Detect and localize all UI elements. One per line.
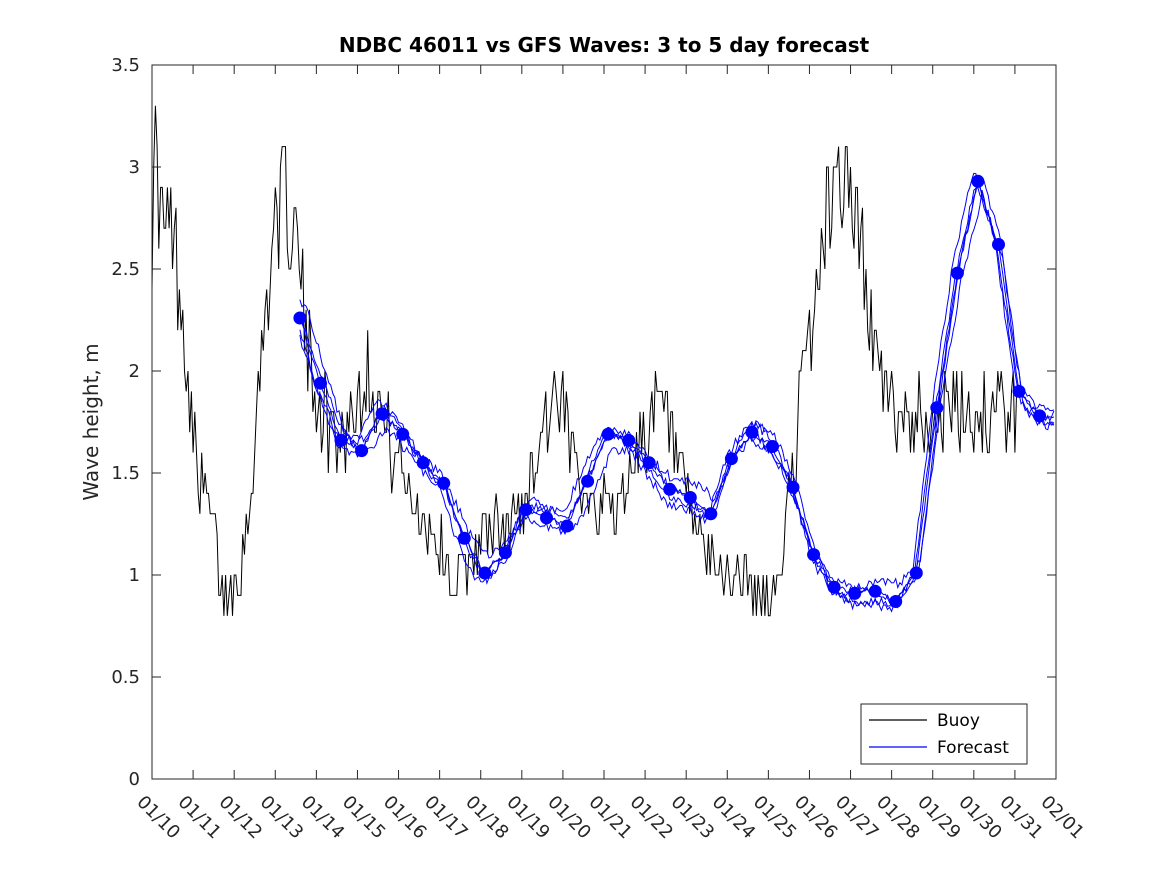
legend-buoy-label: Buoy	[937, 711, 980, 731]
legend-forecast-label: Forecast	[937, 738, 1009, 758]
forecast-marker	[950, 266, 964, 280]
forecast-marker	[375, 407, 389, 421]
forecast-marker	[807, 548, 821, 562]
forecast-marker	[1033, 409, 1047, 423]
forecast-marker	[396, 427, 410, 441]
plot-area	[152, 65, 1056, 779]
forecast-marker	[334, 433, 348, 447]
y-tick-label: 0	[129, 769, 140, 790]
forecast-marker	[314, 376, 327, 390]
y-tick-label: 0.5	[111, 667, 140, 688]
forecast-marker	[601, 427, 615, 441]
forecast-marker	[992, 238, 1005, 251]
forecast-marker	[724, 452, 738, 466]
forecast-marker	[416, 456, 430, 470]
forecast-marker	[581, 474, 595, 488]
forecast-marker	[745, 425, 759, 439]
forecast-marker	[663, 482, 677, 496]
buoy-series	[151, 105, 1018, 617]
forecast-marker	[683, 491, 697, 504]
forecast-marker	[355, 444, 369, 458]
forecast-marker	[622, 433, 636, 447]
forecast-series	[293, 172, 1055, 613]
forecast-marker	[519, 503, 533, 517]
y-tick-label: 2.5	[111, 259, 140, 280]
forecast-marker	[930, 401, 944, 415]
forecast-marker	[293, 311, 307, 325]
forecast-marker	[704, 507, 718, 521]
forecast-marker	[437, 476, 451, 490]
forecast-marker	[786, 480, 800, 494]
forecast-marker	[540, 511, 553, 525]
forecast-marker	[909, 566, 923, 580]
forecast-line-4	[299, 189, 1055, 600]
forecast-marker	[848, 586, 862, 600]
forecast-marker	[642, 456, 656, 470]
forecast-marker	[560, 519, 574, 533]
legend: Buoy Forecast	[860, 703, 1028, 765]
y-tick-label: 3	[129, 157, 140, 178]
y-tick-label: 1.5	[111, 463, 140, 484]
forecast-marker	[1012, 384, 1026, 398]
forecast-marker	[766, 440, 779, 453]
buoy-line	[151, 105, 1018, 617]
forecast-marker	[868, 584, 882, 598]
forecast-marker	[889, 595, 903, 608]
forecast-marker	[971, 174, 985, 188]
legend-box	[860, 703, 1028, 765]
chart-title: NDBC 46011 vs GFS Waves: 3 to 5 day fore…	[339, 33, 870, 57]
forecast-marker	[478, 566, 492, 580]
y-axis-label: Wave height, m	[79, 343, 103, 500]
forecast-marker	[498, 546, 512, 560]
y-tick-label: 1	[129, 565, 140, 586]
forecast-marker	[457, 531, 471, 545]
y-tick-label: 2	[129, 361, 140, 382]
forecast-marker	[827, 580, 841, 594]
y-tick-label: 3.5	[111, 55, 140, 76]
